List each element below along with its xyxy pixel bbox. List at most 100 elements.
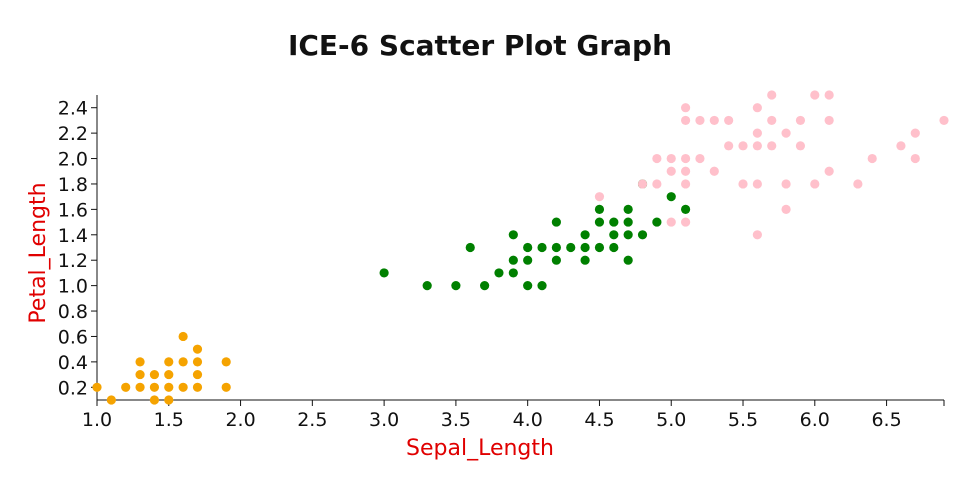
y-tick-label: 0.8 <box>58 301 88 323</box>
data-point <box>580 255 590 265</box>
data-point <box>551 242 561 253</box>
data-point <box>738 141 748 151</box>
x-tick-label: 1.0 <box>82 409 112 431</box>
data-point <box>135 382 145 392</box>
data-point <box>149 382 160 392</box>
y-tick-label: 0.2 <box>58 377 88 399</box>
data-point <box>795 141 806 151</box>
data-point <box>135 357 145 367</box>
x-tick-label: 3.5 <box>441 409 471 431</box>
data-point <box>695 153 705 164</box>
data-point <box>422 281 432 291</box>
data-point <box>652 153 662 164</box>
data-point <box>465 242 475 253</box>
x-axis-label: Sepal_Length <box>406 436 554 461</box>
data-point <box>221 382 231 392</box>
data-point <box>523 242 533 253</box>
data-point <box>781 179 791 189</box>
data-point <box>810 179 820 189</box>
data-point <box>609 217 619 227</box>
data-point <box>221 357 231 367</box>
y-tick-label: 1.6 <box>58 199 88 221</box>
data-point <box>824 90 834 100</box>
data-point <box>551 255 561 265</box>
data-point <box>192 344 203 354</box>
data-point <box>594 242 605 253</box>
data-point <box>594 217 605 227</box>
data-point <box>637 230 648 240</box>
x-tick-label: 2.5 <box>297 409 327 431</box>
y-tick-label: 0.4 <box>58 352 88 374</box>
data-point <box>652 217 662 227</box>
data-point <box>623 217 633 227</box>
data-point <box>853 179 863 189</box>
data-point <box>508 268 518 278</box>
data-point <box>537 242 547 253</box>
data-point <box>680 166 691 176</box>
data-point <box>178 382 188 392</box>
data-point <box>896 141 906 151</box>
data-point <box>178 357 188 367</box>
data-point <box>637 179 648 189</box>
data-points <box>92 90 949 405</box>
y-tick-label: 1.0 <box>58 276 88 298</box>
data-point <box>795 115 806 126</box>
data-point <box>580 242 590 253</box>
data-point <box>781 204 791 214</box>
y-tick-label: 0.6 <box>58 326 88 348</box>
data-point <box>767 141 777 151</box>
data-point <box>164 382 174 392</box>
data-point <box>623 255 633 265</box>
y-tick-label: 2.2 <box>58 123 88 145</box>
data-point <box>652 179 662 189</box>
x-tick-label: 1.5 <box>154 409 184 431</box>
data-point <box>680 103 691 113</box>
data-point <box>551 217 561 227</box>
data-point <box>192 357 203 367</box>
series-1 <box>379 179 691 291</box>
data-point <box>580 230 590 240</box>
x-tick-label: 6.5 <box>871 409 901 431</box>
data-point <box>709 115 719 126</box>
data-point <box>752 179 762 189</box>
data-point <box>164 369 174 380</box>
data-point <box>192 369 203 380</box>
data-point <box>609 230 619 240</box>
data-point <box>523 255 533 265</box>
data-point <box>867 153 877 164</box>
data-point <box>680 179 691 189</box>
data-point <box>709 166 719 176</box>
data-point <box>752 141 762 151</box>
data-point <box>680 153 691 164</box>
series-0 <box>92 331 231 405</box>
x-axis: 1.0 1.5 2.0 2.5 3.0 3.5 4.0 4.5 5.0 5.5 6.0 6.5 <box>82 399 945 431</box>
y-tick-label: 1.8 <box>58 174 88 196</box>
x-tick-label: 3.0 <box>369 409 399 431</box>
data-point <box>910 153 920 164</box>
data-point <box>623 230 633 240</box>
data-point <box>680 204 691 214</box>
data-point <box>724 141 734 151</box>
data-point <box>106 395 116 405</box>
data-point <box>810 90 820 100</box>
data-point <box>738 179 748 189</box>
x-tick-label: 6.0 <box>800 409 830 431</box>
data-point <box>480 281 490 291</box>
data-point <box>939 115 949 126</box>
data-point <box>494 268 504 278</box>
y-tick-label: 2.4 <box>58 98 88 120</box>
data-point <box>149 369 160 380</box>
data-point <box>121 382 131 392</box>
data-point <box>164 357 174 367</box>
data-point <box>508 255 518 265</box>
data-point <box>824 166 834 176</box>
data-point <box>451 281 461 291</box>
data-point <box>594 192 605 202</box>
data-point <box>609 242 619 253</box>
data-point <box>523 281 533 291</box>
data-point <box>508 230 518 240</box>
data-point <box>379 268 389 278</box>
data-point <box>767 90 777 100</box>
